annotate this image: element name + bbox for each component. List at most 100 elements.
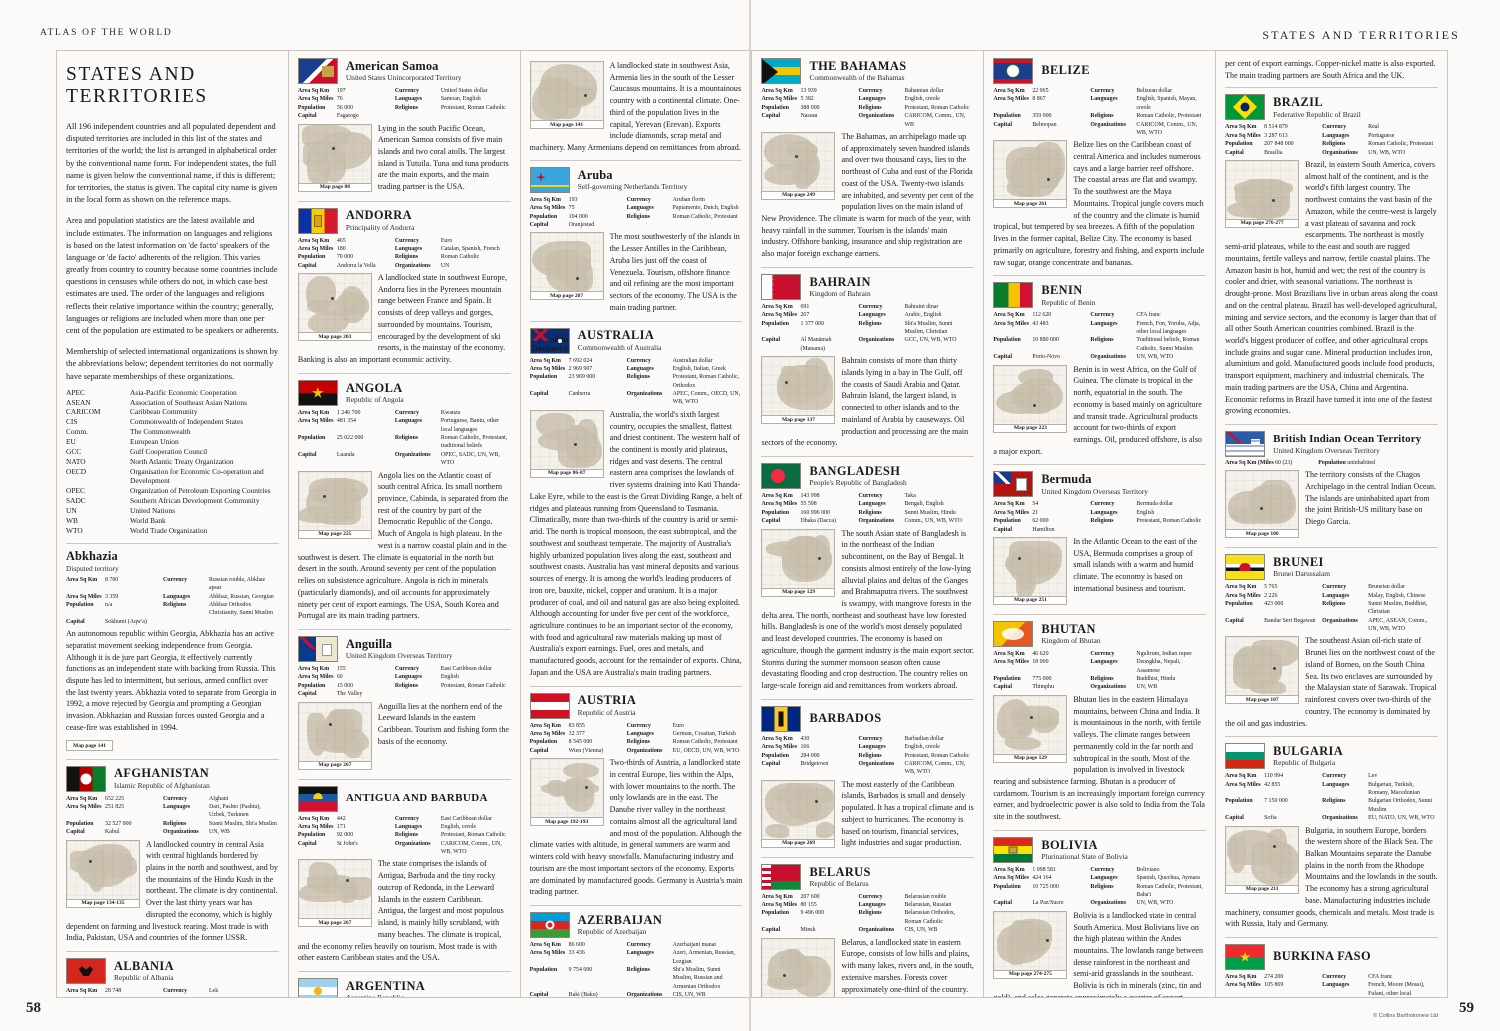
map-thumbnail-box: Map page 267 (529, 232, 604, 301)
fact-label: Population (993, 883, 1021, 890)
entry-names: BRUNEI Brunei Darussalam (1273, 554, 1330, 578)
country-full-name: Republic of Austria (577, 707, 636, 717)
fact-value: 155 (336, 666, 346, 673)
country-entry: ANDORRA Principality of Andorra Area Sq Km… (297, 200, 511, 366)
fact-label: Area Sq Miles (297, 96, 334, 103)
facts-table: Area Sq Km 691 Currency Bahraini dinar Area … (761, 303, 974, 353)
facts-table: Area Sq Km 46 620 Currency Ngultrum, Indian… (993, 650, 1206, 692)
fact-value: 33 436 (568, 950, 585, 957)
map-thumbnail (297, 859, 372, 920)
fact-label: Currency (1322, 773, 1347, 780)
map-thumbnail (993, 140, 1068, 201)
map-thumbnail-box: Map page 129 (993, 694, 1068, 763)
fact-row: Population 70 000 Religions Roman Catholic (298, 253, 511, 261)
fact-label: Languages (394, 823, 422, 830)
entry-body: Map page 269 The most easterly of the Car… (761, 779, 974, 850)
fact-value: 171 (336, 823, 346, 830)
map-thumbnail-box: Map page 106 (1225, 470, 1300, 539)
fact-row: Capital Sokhumi (Aqw'a) (66, 618, 279, 626)
fact-value: Kabul (105, 829, 120, 836)
fact-label: Languages (394, 674, 422, 681)
country-description: Bhutan lies in the eastern Himalaya moun… (993, 694, 1205, 822)
country-name: BOLIVIA (1041, 837, 1098, 852)
facts-table: Area Sq Km 197 Currency United States dolla… (298, 87, 511, 121)
entry-body: Map page 129 The south Asian state of Ban… (761, 528, 974, 692)
country-entry: BAHRAIN Kingdom of Bahrain Area Sq Km 691 Cu… (761, 266, 975, 449)
country-name: ALBANIA (114, 958, 174, 973)
fact-row: Area Sq Miles 166 Languages English, creole (761, 743, 974, 751)
abbreviation-key: ASEAN (66, 397, 91, 407)
fact-row: Area Sq Km 7 692 024 Currency Australian do… (530, 357, 743, 365)
fact-value: 92 000 (336, 832, 354, 839)
fact-row: Population 23 969 000 Religions Protestant,… (530, 373, 743, 390)
facts-table: Area Sq Km 110 994 Currency Lev Area Sq Mile… (1225, 772, 1438, 822)
fact-value: Euro (672, 722, 685, 729)
fact-label: Currency (626, 357, 651, 364)
fact-row: Area Sq Km 8 514 879 Currency Real (1225, 123, 1438, 131)
fact-row: Population 92 000 Religions Protestant, Rom… (298, 831, 511, 839)
fact-label: Languages (1090, 659, 1118, 666)
entry-names: British Indian Ocean Territory United Kin… (1273, 433, 1421, 455)
fact-row: Area Sq Miles 80 155 Languages Belarusian, … (761, 901, 974, 909)
country-name: American Samoa (345, 58, 439, 73)
country-name: BANGLADESH (809, 463, 901, 478)
fact-label: Currency (1322, 974, 1347, 981)
fact-row: Capital Belmopan Organizations CARICOM, Com… (993, 121, 1206, 138)
fact-value: UN, WB (209, 829, 230, 836)
entry-header: BARBADOS (761, 705, 974, 732)
fact-row: Population n/a Religions Abkhaz Orthodox Ch… (66, 601, 279, 618)
fact-row: Area Sq Miles 32 377 Languages German, Croa… (530, 730, 743, 738)
fact-value: 2 226 (1264, 592, 1278, 599)
fact-value: 3 287 613 (1264, 132, 1288, 139)
country-name: Anguilla (345, 636, 393, 651)
facts-table: Area Sq Km 193 Currency Aruban florin Area S… (530, 196, 743, 230)
country-entry: BURKINA FASO Area Sq Km 274 200 Currency CFA… (1225, 937, 1438, 997)
map-thumbnail-box: Map page 129 (761, 528, 836, 597)
country-entry: AUSTRIA Republic of Austria Area Sq Km 83 8… (529, 685, 743, 898)
fact-row: Capital Fagatogo (298, 112, 511, 120)
entry-header: BOLIVIA Plurinational State of Bolivia (993, 836, 1206, 863)
flag-ai-icon (297, 636, 338, 663)
entry-body: Map page 274-275 Bolivia is a landlocked … (993, 910, 1206, 997)
country-description: Brazil, in eastern South America, covers… (1225, 159, 1438, 416)
running-head-right: STATES AND TERRITORIES (1262, 28, 1460, 42)
fact-row: Area Sq Miles 2 969 907 Languages English, … (530, 365, 743, 373)
fact-label: Capital (1225, 815, 1244, 822)
fact-value: 1 377 000 (800, 320, 825, 327)
fact-value: Sokhumi (Aqw'a) (105, 618, 147, 625)
map-thumbnail-box: Map page 134-135 (66, 839, 140, 908)
country-name: BRUNEI (1273, 554, 1324, 569)
map-page-label: Map page 211 (1225, 885, 1300, 894)
fact-value: Portuguese (1368, 132, 1395, 139)
fact-row: Population 160 996 000 Religions Sunni Musl… (761, 509, 974, 517)
fact-label: Languages (163, 804, 191, 811)
fact-value: 481 354 (336, 418, 356, 425)
country-entry: ANTIGUA AND BARBUDA Area Sq Km 442 Currency… (297, 778, 511, 964)
fact-row: Area Sq Miles 5 382 Languages English, creo… (761, 95, 974, 103)
australia-states-table: Australian Capital Territory (Federal te… (531, 332, 569, 353)
fact-row: Population 775 000 Religions Buddhist, Hind… (993, 675, 1206, 683)
flag-az-icon (529, 911, 570, 938)
map-thumbnail-box: Map page 88 (297, 123, 372, 192)
country-entry: THE BAHAMAS Commonwealth of the Bahamas Ar… (761, 58, 974, 260)
fact-value (441, 112, 511, 120)
fact-label: Capital (761, 927, 781, 934)
fact-value: East Caribbean dollar (440, 666, 492, 673)
country-description: The territory consists of the Chagos Arc… (1305, 470, 1437, 527)
map-page-label: Map page 141 (529, 121, 604, 129)
map-thumbnail-box: Map page 141 (529, 61, 604, 129)
entry-body: Map page 86-87 Australia, the world's six… (529, 409, 743, 679)
fact-label: Area Sq Km (1225, 773, 1257, 780)
abbreviation-row: WTO World Trade Organization (66, 526, 279, 536)
entry-body: Map page 225 Angola lies on the Atlantic … (297, 470, 511, 623)
abbreviation-row: SADC Southern African Development Communi… (66, 496, 279, 506)
country-description: Angola lies on the Atlantic coast of sou… (297, 470, 509, 621)
facts-table: Area Sq Km 86 600 Currency Azerbaijani mana… (530, 941, 743, 997)
entry-body: Map page 251 In the Atlantic Ocean to the… (993, 536, 1206, 607)
fact-label: Capital (297, 840, 317, 847)
country-name: ANTIGUA AND BARBUDA (345, 791, 488, 804)
fact-row: Area Sq Miles 251 825 Languages Dari, Pasht… (66, 803, 279, 820)
facts-table: Area Sq Km 652 225 Currency Afghani Area Sq … (66, 795, 279, 837)
facts-table: Area Sq Km 1 098 581 Currency Boliviano Area… (993, 866, 1206, 908)
fact-value: Belarusian Orthodox, Roman Catholic (904, 910, 956, 925)
